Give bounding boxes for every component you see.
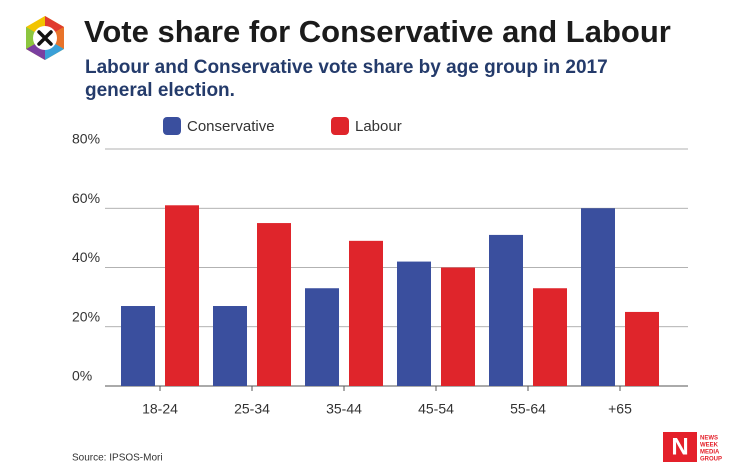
bar — [349, 240, 383, 386]
y-tick-label: 0% — [72, 368, 92, 384]
logo-letter: N — [671, 433, 688, 460]
chart-subtitle: Labour and Conservative vote share by ag… — [85, 57, 608, 101]
source: Source: IPSOS-Mori — [72, 453, 163, 464]
legend-label: Conservative — [187, 118, 275, 135]
chart-title: Vote share for Conservative and Labour — [84, 14, 671, 49]
bar — [257, 223, 291, 386]
brand-icon — [26, 16, 64, 60]
y-tick-label: 60% — [72, 190, 100, 206]
x-tick-label: 55-64 — [510, 401, 546, 417]
logo-text: WEEK — [700, 443, 719, 449]
logo-text: NEWS — [700, 436, 718, 442]
y-tick-label: 40% — [72, 249, 100, 265]
bar — [305, 288, 339, 386]
x-tick-label: 25-34 — [234, 401, 270, 417]
bar — [213, 306, 247, 386]
bar — [581, 208, 615, 386]
bar — [397, 261, 431, 386]
bar — [121, 306, 155, 386]
x-tick-label: 35-44 — [326, 401, 362, 417]
logo-box — [663, 432, 697, 462]
bar — [441, 267, 475, 386]
y-tick-label: 20% — [72, 308, 100, 324]
logo-text: GROUP — [700, 457, 722, 463]
legend-swatch — [163, 117, 181, 135]
bar — [489, 234, 523, 386]
x-tick-label: +65 — [608, 401, 632, 417]
bar — [165, 205, 199, 386]
legend-label: Labour — [355, 118, 402, 135]
x-tick-label: 45-54 — [418, 401, 454, 417]
logo-text: MEDIA — [700, 450, 720, 456]
bar — [533, 288, 567, 386]
legend-swatch — [331, 117, 349, 135]
bar — [625, 311, 659, 386]
y-tick-label: 80% — [72, 131, 100, 147]
x-tick-label: 18-24 — [142, 401, 178, 417]
